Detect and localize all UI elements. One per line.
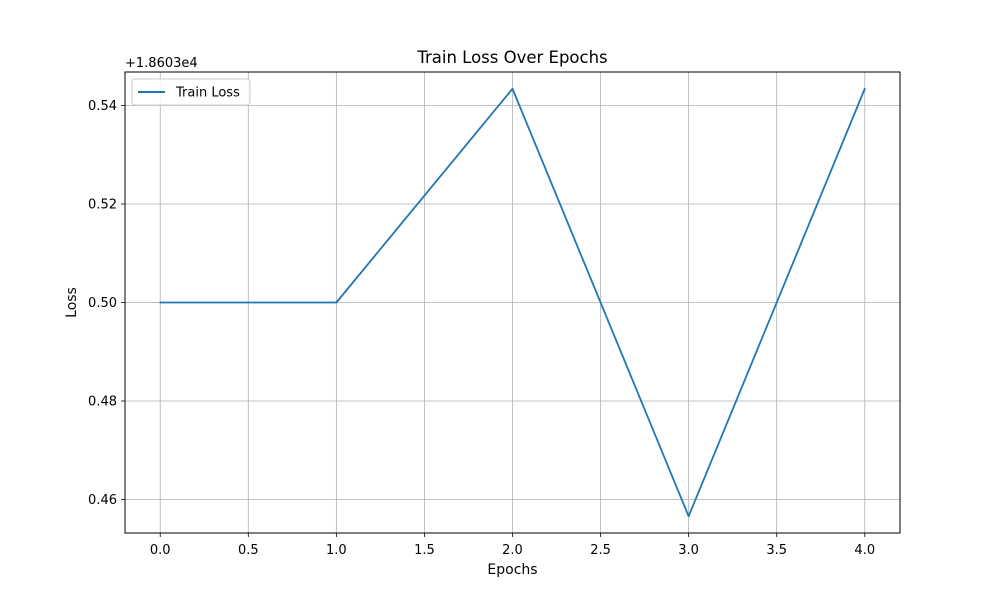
data-point [863, 87, 866, 90]
x-tick-label: 1.5 [414, 543, 435, 558]
data-point [687, 515, 690, 518]
y-offset-label: +1.8603e4 [125, 56, 198, 71]
x-tick-label: 2.0 [502, 543, 523, 558]
x-tick-label: 2.5 [590, 543, 611, 558]
series-layer [159, 87, 866, 518]
x-tick-label: 4.0 [854, 543, 875, 558]
x-tick-label: 0.5 [238, 543, 259, 558]
y-tick-label: 0.52 [88, 197, 117, 212]
data-point [335, 301, 338, 304]
x-tick-label: 3.0 [678, 543, 699, 558]
x-tick-label: 3.5 [766, 543, 787, 558]
y-tick-label: 0.48 [88, 395, 117, 410]
y-tick-label: 0.54 [88, 99, 117, 114]
ticks: 0.0 0.5 1.0 1.5 2.0 2.5 3.0 3.5 4.0 0.46 0.48 0.50 0… [88, 99, 875, 558]
legend: Train Loss [131, 78, 251, 106]
chart-title: Train Loss Over Epochs [416, 48, 607, 67]
x-axis-label: Epochs [487, 562, 537, 578]
y-tick-label: 0.46 [88, 493, 117, 508]
legend-label-train-loss: Train Loss [175, 86, 240, 101]
legend-box [131, 78, 251, 106]
data-point [511, 87, 514, 90]
x-tick-label: 0.0 [150, 543, 171, 558]
y-tick-label: 0.50 [88, 296, 117, 311]
y-axis-label: Loss [64, 287, 80, 318]
data-point [159, 301, 162, 304]
x-tick-label: 1.0 [326, 543, 347, 558]
